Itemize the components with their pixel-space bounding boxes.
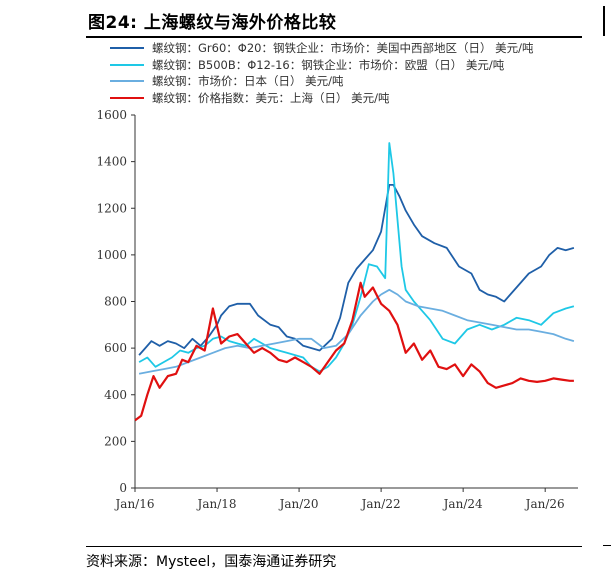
series-line — [138, 142, 575, 373]
legend-swatch — [110, 80, 144, 83]
y-tick-label: 0 — [119, 481, 127, 495]
legend-swatch — [110, 96, 144, 99]
y-tick-label: 200 — [104, 434, 127, 448]
figure-title: 图24: 上海螺纹与海外价格比较 — [88, 13, 337, 33]
x-tick-label: Jan/22 — [360, 497, 401, 511]
x-tick-label: Jan/24 — [442, 497, 483, 511]
y-tick-label: 1400 — [96, 155, 127, 169]
adjacent-panel-rule — [603, 545, 611, 546]
chart-legend: 螺纹钢：Gr60：Φ20：钢铁企业：市场价：美国中西部地区（日） 美元/吨 螺纹… — [110, 40, 533, 106]
legend-label: 螺纹钢：Gr60：Φ20：钢铁企业：市场价：美国中西部地区（日） 美元/吨 — [152, 41, 534, 56]
y-tick-label: 1600 — [96, 108, 127, 122]
legend-label: 螺纹钢：价格指数：美元：上海（日） 美元/吨 — [152, 90, 390, 105]
x-tick-label: Jan/20 — [278, 497, 319, 511]
series-line — [134, 281, 574, 422]
legend-item: 螺纹钢：B500B：Φ12-16：钢铁企业：市场价：欧盟（日） 美元/吨 — [110, 57, 533, 74]
y-tick-label: 600 — [104, 341, 127, 355]
legend-item: 螺纹钢：市场价：日本（日） 美元/吨 — [110, 73, 533, 90]
adjacent-panel-edge — [603, 6, 611, 36]
legend-label: 螺纹钢：市场价：日本（日） 美元/吨 — [152, 74, 344, 89]
series-line — [138, 288, 575, 375]
y-tick-label: 1000 — [96, 248, 127, 262]
line-chart: 0 200 400 600 800 1000 1200 1400 1600 Jan/16 Jan/1… — [96, 108, 578, 511]
y-tick-label: 1200 — [96, 201, 127, 215]
x-tick-label: Jan/18 — [196, 497, 237, 511]
legend-item: 螺纹钢：价格指数：美元：上海（日） 美元/吨 — [110, 90, 533, 107]
legend-item: 螺纹钢：Gr60：Φ20：钢铁企业：市场价：美国中西部地区（日） 美元/吨 — [110, 40, 533, 57]
source-note: 资料来源：Mysteel，国泰海通证券研究 — [86, 546, 582, 571]
y-tick-label: 800 — [104, 295, 127, 309]
x-tick-label: Jan/16 — [113, 497, 154, 511]
y-tick-label: 400 — [104, 388, 127, 402]
legend-label: 螺纹钢：B500B：Φ12-16：钢铁企业：市场价：欧盟（日） 美元/吨 — [152, 57, 505, 72]
series-line — [138, 184, 575, 356]
x-tick-label: Jan/26 — [524, 497, 565, 511]
legend-swatch — [110, 63, 144, 66]
title-bar: 图24: 上海螺纹与海外价格比较 — [86, 0, 582, 38]
legend-swatch — [110, 47, 144, 50]
